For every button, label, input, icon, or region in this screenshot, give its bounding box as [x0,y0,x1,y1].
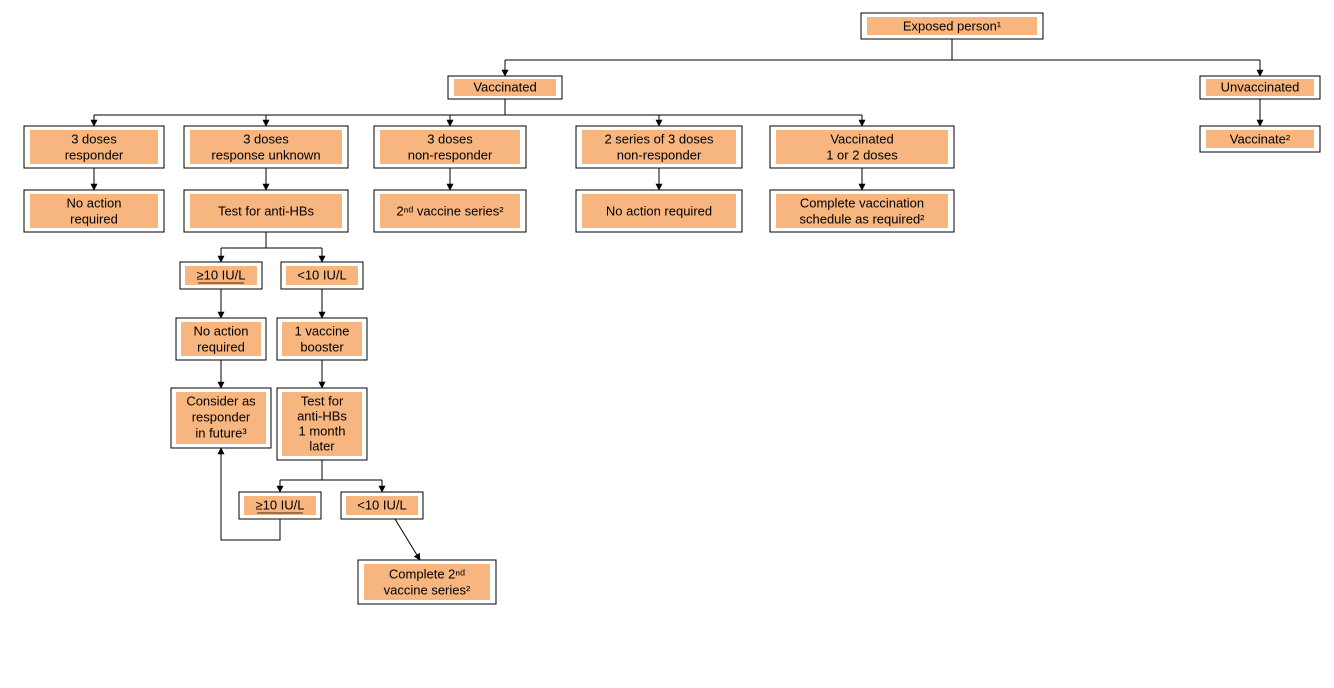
svg-text:Complete 2ⁿᵈ: Complete 2ⁿᵈ [389,566,465,581]
node-3doses-unknown: 3 doses response unknown [184,126,348,168]
svg-text:≥10 IU/L: ≥10 IU/L [255,497,304,512]
svg-text:1 month: 1 month [299,423,346,438]
svg-text:3 doses: 3 doses [427,131,473,146]
node-exposed: Exposed person¹ [861,13,1043,39]
svg-text:anti-HBs: anti-HBs [297,408,347,423]
node-complete-schedule: Complete vaccination schedule as require… [770,190,954,232]
svg-text:≥10 IU/L: ≥10 IU/L [196,267,245,282]
node-noaction2: No action required [576,190,742,232]
svg-text:responder: responder [192,409,251,424]
svg-text:booster: booster [300,339,344,354]
svg-text:3 doses: 3 doses [243,131,289,146]
svg-text:schedule as required²: schedule as required² [799,211,925,226]
svg-text:Vaccinated: Vaccinated [830,131,893,146]
svg-text:No action required: No action required [606,203,712,218]
svg-text:<10 IU/L: <10 IU/L [297,267,347,282]
svg-text:response unknown: response unknown [211,147,320,162]
node-vaccinated: Vaccinated [448,76,562,99]
svg-text:required: required [70,211,118,226]
node-test-1mo: Test for anti-HBs 1 month later [277,388,367,460]
svg-text:Complete vaccination: Complete vaccination [800,195,924,210]
svg-text:Test for: Test for [301,393,344,408]
svg-text:Consider as: Consider as [186,393,256,408]
svg-text:Test for anti-HBs: Test for anti-HBs [218,203,315,218]
svg-text:non-responder: non-responder [617,147,702,162]
label-vaccinated: Vaccinated [473,79,536,94]
svg-text:<10 IU/L: <10 IU/L [357,497,407,512]
node-ge10-b: ≥10 IU/L [239,492,321,519]
svg-text:responder: responder [65,147,124,162]
node-noaction1: No action required [24,190,164,232]
svg-text:vaccine series²: vaccine series² [384,582,471,597]
node-lt10-b: <10 IU/L [341,492,423,519]
svg-text:3 doses: 3 doses [71,131,117,146]
svg-text:in future³: in future³ [195,425,247,440]
node-consider: Consider as responder in future³ [171,388,271,448]
label-unvaccinated: Unvaccinated [1221,79,1300,94]
node-vaccinate: Vaccinate² [1200,126,1320,152]
node-2series-nonresponder: 2 series of 3 doses non-responder [576,126,742,168]
svg-text:non-responder: non-responder [408,147,493,162]
node-second-series: 2ⁿᵈ vaccine series² [374,190,526,232]
svg-text:1 vaccine: 1 vaccine [295,323,350,338]
node-booster: 1 vaccine booster [277,318,367,360]
label-exposed: Exposed person¹ [903,18,1002,33]
svg-text:later: later [309,438,335,453]
svg-text:No action: No action [67,195,122,210]
svg-text:2ⁿᵈ vaccine series²: 2ⁿᵈ vaccine series² [396,203,504,218]
node-test-antihbs: Test for anti-HBs [184,190,348,232]
node-ge10-a: ≥10 IU/L [180,262,262,289]
node-3doses-nonresponder: 3 doses non-responder [374,126,526,168]
node-3doses-responder: 3 doses responder [24,126,164,168]
node-noaction3: No action required [176,318,266,360]
node-complete-2nd: Complete 2ⁿᵈ vaccine series² [358,560,496,604]
svg-text:1 or 2 doses: 1 or 2 doses [826,147,898,162]
label-vaccinate: Vaccinate² [1230,131,1291,146]
node-lt10-a: <10 IU/L [281,262,363,289]
svg-text:required: required [197,339,245,354]
node-1or2doses: Vaccinated 1 or 2 doses [770,126,954,168]
node-unvaccinated: Unvaccinated [1200,76,1320,99]
svg-text:No action: No action [194,323,249,338]
svg-text:2 series of 3 doses: 2 series of 3 doses [604,131,714,146]
